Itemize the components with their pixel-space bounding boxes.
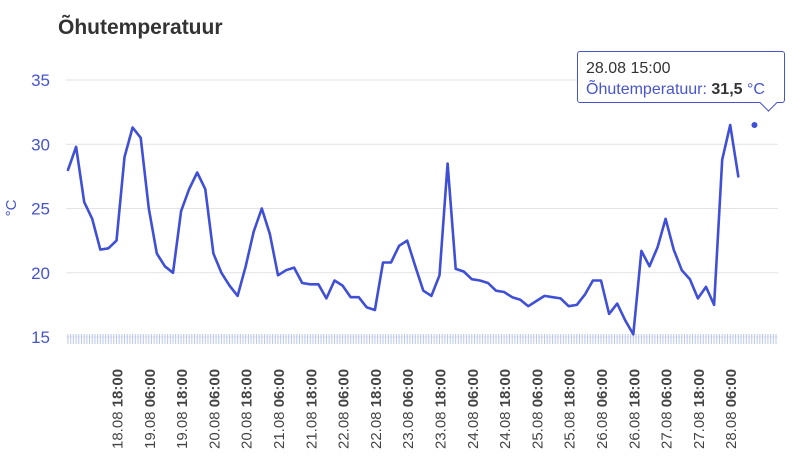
x-tick-label: 20.08 06:00: [206, 369, 223, 449]
y-axis-label: °C: [3, 199, 20, 216]
x-tick-label: 23.08 18:00: [432, 369, 449, 449]
chart-title: Õhutemperatuur: [58, 16, 223, 39]
x-tick-label: 18.08 18:00: [109, 369, 126, 449]
hover-marker: [751, 121, 758, 128]
x-tick-label: 21.08 18:00: [303, 369, 320, 449]
x-tick-label: 22.08 06:00: [336, 369, 353, 449]
x-tick-label: 27.08 18:00: [691, 369, 708, 449]
tooltip-unit: °C: [747, 81, 765, 98]
tooltip-line: Õhutemperatuur: 31,5 °C: [586, 79, 776, 100]
series-line: [66, 123, 740, 336]
x-tick-label: 19.08 18:00: [174, 369, 191, 449]
y-tick-label: 20: [31, 264, 50, 283]
y-tick-label: 30: [31, 135, 50, 154]
y-tick-label: 25: [31, 200, 50, 219]
x-axis-minor-ticks: [67, 334, 777, 344]
x-tick-label: 26.08 18:00: [626, 369, 643, 449]
x-tick-label: 23.08 06:00: [400, 369, 417, 449]
x-tick-label: 21.08 06:00: [271, 369, 288, 449]
x-tick-label: 25.08 06:00: [529, 369, 546, 449]
y-tick-label: 15: [31, 328, 50, 347]
x-tick-label: 27.08 06:00: [659, 369, 676, 449]
x-axis-tick-labels: 18.08 18:00 19.08 06:00 19.08 18:00 20.08 0…: [109, 369, 740, 449]
tooltip-time: 28.08 15:00: [586, 60, 671, 77]
tooltip-series-name: Õhutemperatuur:: [586, 81, 707, 98]
tooltip: 28.08 15:00 Õhutemperatuur: 31,5 °C: [577, 51, 785, 103]
series-group: [66, 123, 740, 336]
x-tick-label: 24.08 06:00: [465, 369, 482, 449]
x-tick-label: 22.08 18:00: [368, 369, 385, 449]
x-tick-label: 28.08 06:00: [723, 369, 740, 449]
x-tick-label: 19.08 06:00: [142, 369, 159, 449]
grid-lines: [66, 79, 778, 338]
tooltip-value: 31,5: [711, 81, 743, 98]
x-tick-label: 24.08 18:00: [497, 369, 514, 449]
x-tick-label: 26.08 06:00: [594, 369, 611, 449]
y-tick-label: 35: [31, 71, 50, 90]
x-tick-label: 20.08 18:00: [239, 369, 256, 449]
y-axis-tick-labels: 15 20 25 30 35: [31, 71, 50, 347]
x-tick-label: 25.08 18:00: [562, 369, 579, 449]
